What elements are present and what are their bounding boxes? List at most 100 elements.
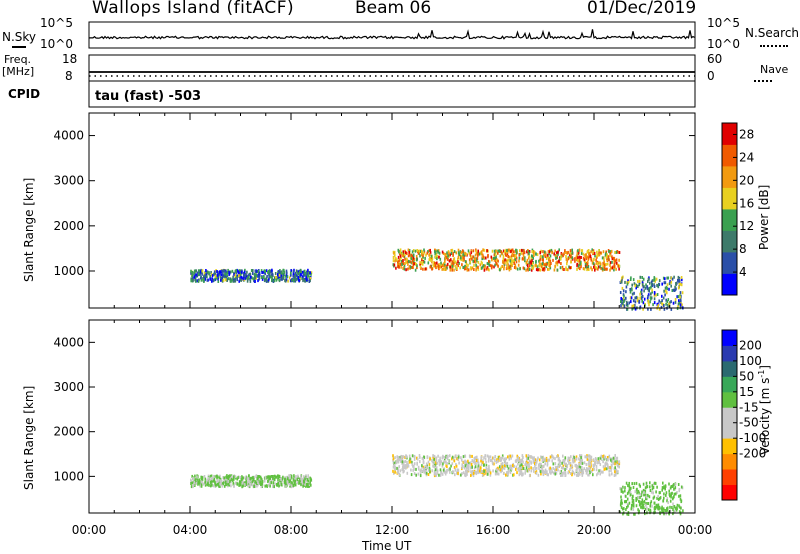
echo-pixel — [461, 458, 463, 462]
echo-pixel — [577, 251, 580, 255]
echo-pixel — [572, 457, 574, 461]
echo-pixel — [412, 256, 415, 260]
echo-pixel — [556, 268, 559, 272]
echo-pixel — [213, 270, 216, 274]
echo-pixel — [513, 266, 516, 269]
echo-pixel — [455, 464, 458, 468]
echo-pixel — [674, 298, 677, 301]
echo-pixel — [622, 297, 625, 301]
echo-pixel — [578, 260, 581, 264]
echo-pixel — [292, 272, 295, 276]
echo-pixel — [559, 459, 562, 463]
echo-pixel — [306, 272, 309, 276]
echo-pixel — [195, 273, 197, 277]
echo-pixel — [439, 461, 442, 465]
echo-pixel — [240, 275, 243, 279]
echo-pixel — [477, 458, 479, 462]
echo-pixel — [438, 267, 440, 271]
cpid-label: CPID — [8, 87, 41, 101]
echo-pixel — [398, 250, 400, 254]
echo-pixel — [500, 464, 502, 468]
echo-pixel — [415, 473, 417, 477]
echo-pixel — [649, 300, 651, 304]
echo-pixel — [635, 481, 638, 485]
echo-pixel — [261, 276, 263, 279]
echo-pixel — [650, 280, 653, 284]
echo-pixel — [679, 282, 681, 286]
echo-pixel — [668, 302, 670, 306]
echo-pixel — [678, 282, 681, 286]
echo-pixel — [504, 258, 507, 262]
colorbar-tick-label: 12 — [739, 219, 754, 233]
echo-pixel — [267, 483, 270, 487]
echo-pixel — [399, 254, 402, 258]
echo-pixel — [571, 256, 573, 260]
echo-pixel — [250, 476, 252, 480]
echo-pixel — [268, 269, 270, 273]
echo-pixel — [530, 455, 532, 459]
echo-pixel — [531, 266, 534, 270]
echo-pixel — [671, 289, 674, 292]
echo-pixel — [526, 267, 529, 271]
echo-pixel — [616, 461, 619, 465]
echo-pixel — [473, 259, 476, 263]
echo-pixel — [488, 464, 490, 468]
echo-pixel — [536, 253, 539, 257]
echo-pixel — [435, 473, 438, 477]
echo-pixel — [563, 471, 565, 475]
echo-pixel — [478, 252, 481, 256]
colorbar-tick-label: -50 — [739, 416, 759, 430]
colorbar-segment — [722, 123, 737, 145]
echo-pixel — [301, 483, 304, 486]
echo-pixel — [300, 269, 302, 273]
echo-pixel — [306, 278, 308, 282]
echo-pixel — [672, 288, 675, 292]
echo-pixel — [646, 296, 649, 300]
echo-pixel — [511, 454, 514, 458]
echo-pixel — [495, 470, 498, 474]
echo-pixel — [623, 507, 625, 511]
echo-pixel — [306, 478, 309, 482]
echo-pixel — [392, 460, 395, 464]
echo-pixel — [592, 250, 595, 254]
echo-pixel — [266, 476, 268, 480]
echo-pixel — [210, 480, 212, 484]
echo-pixel — [401, 460, 404, 464]
echo-pixel — [426, 466, 428, 470]
y-tick-label: 2000 — [53, 425, 84, 439]
x-tick-label: 00:00 — [678, 523, 713, 537]
echo-pixel — [398, 458, 401, 462]
echo-pixel — [626, 512, 628, 516]
echo-pixel — [655, 504, 658, 508]
echo-pixel — [490, 459, 492, 462]
echo-pixel — [293, 484, 295, 487]
colorbar-tick-label: 50 — [739, 369, 754, 383]
echo-pixel — [534, 464, 536, 468]
echo-pixel — [265, 276, 268, 280]
echo-pixel — [217, 270, 219, 274]
echo-pixel — [439, 468, 442, 472]
echo-pixel — [479, 466, 482, 470]
echo-pixel — [538, 466, 540, 470]
echo-pixel — [470, 463, 473, 466]
echo-pixel — [446, 469, 448, 472]
echo-pixel — [608, 258, 610, 262]
echo-pixel — [520, 466, 523, 470]
echo-pixel — [633, 282, 636, 286]
echo-pixel — [521, 473, 523, 476]
echo-pixel — [563, 461, 566, 465]
echo-pixel — [641, 295, 644, 298]
nave-axis-top: 60 — [707, 52, 723, 66]
echo-pixel — [589, 255, 592, 258]
echo-pixel — [419, 254, 421, 258]
echo-pixel — [632, 304, 635, 308]
echo-pixel — [631, 304, 633, 308]
echo-pixel — [676, 295, 678, 299]
echo-pixel — [417, 465, 420, 469]
echo-pixel — [416, 462, 418, 466]
echo-pixel — [501, 454, 504, 458]
echo-pixel — [204, 480, 206, 484]
echo-pixel — [398, 465, 400, 469]
echo-pixel — [599, 265, 601, 269]
echo-pixel — [398, 472, 401, 476]
